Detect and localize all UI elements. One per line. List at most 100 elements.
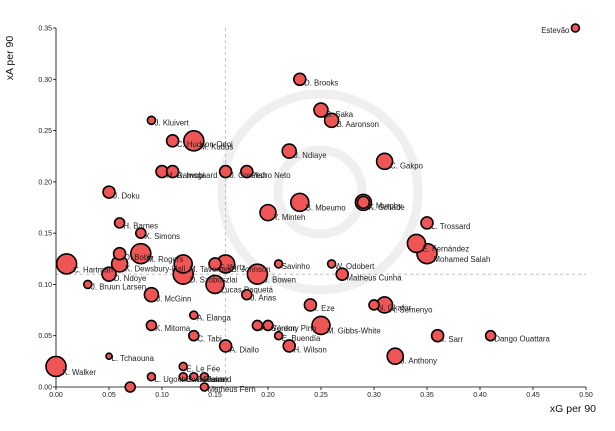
data-point bbox=[262, 319, 274, 332]
point-label: J. Ndiaye bbox=[294, 151, 327, 160]
data-point bbox=[146, 115, 157, 126]
data-point bbox=[368, 299, 380, 311]
point-label: I. Diarra bbox=[197, 375, 225, 384]
point-label: C. Gakpo bbox=[390, 162, 424, 171]
point-label: Pedro Neto bbox=[251, 171, 291, 180]
point-label: Dango Ouattara bbox=[494, 334, 550, 343]
point-label: J. Bowen bbox=[264, 276, 296, 285]
data-point bbox=[218, 164, 233, 179]
data-point bbox=[124, 381, 136, 393]
point-label: J. Grealish bbox=[230, 171, 267, 180]
point-label: J. Murphy bbox=[368, 202, 402, 211]
x-tick-label: 0.20 bbox=[261, 392, 275, 399]
data-point bbox=[101, 266, 117, 282]
data-point bbox=[55, 253, 78, 275]
data-point bbox=[282, 339, 297, 353]
data-point bbox=[420, 216, 434, 230]
point-label: A. Semenyo bbox=[390, 305, 433, 314]
data-point bbox=[188, 329, 200, 342]
data-point bbox=[199, 382, 210, 392]
data-point bbox=[281, 143, 298, 159]
point-label: H. Barnes bbox=[123, 222, 158, 231]
data-point bbox=[292, 72, 307, 87]
data-point bbox=[356, 195, 371, 210]
data-point bbox=[146, 371, 157, 382]
point-label: K. Dewsbury-Hall bbox=[125, 264, 185, 273]
point-label: A. Iwobi bbox=[177, 171, 205, 180]
point-label: Savinho bbox=[282, 262, 311, 271]
data-point bbox=[102, 185, 116, 199]
data-point bbox=[303, 298, 318, 312]
point-label: Mohamed Salah bbox=[434, 255, 491, 264]
point-label: Jaime bbox=[208, 375, 229, 384]
data-point bbox=[135, 227, 147, 239]
point-label: A. Diallo bbox=[230, 345, 260, 354]
x-tick-label: 0.15 bbox=[208, 392, 222, 399]
point-label: C. Tabi bbox=[198, 334, 222, 343]
x-tick-label: 0.25 bbox=[314, 392, 328, 399]
data-point bbox=[289, 192, 310, 213]
y-tick-label: 0.00 bbox=[38, 385, 52, 392]
data-point bbox=[273, 330, 284, 341]
point-label: E. Guessand bbox=[186, 375, 231, 384]
point-label: B. Johnson bbox=[232, 265, 271, 274]
data-point bbox=[570, 23, 581, 33]
x-tick-label: 0.45 bbox=[526, 392, 540, 399]
point-label: M. Damsgaard bbox=[166, 171, 217, 180]
data-point bbox=[335, 267, 350, 281]
data-point bbox=[430, 328, 445, 343]
data-point bbox=[178, 371, 188, 382]
point-label: B. Aaronson bbox=[336, 120, 378, 129]
point-label: L. Trossard bbox=[431, 222, 470, 231]
x-tick-label: 0.35 bbox=[420, 392, 434, 399]
x-axis-title: xG per 90 bbox=[550, 403, 596, 415]
data-point bbox=[208, 257, 222, 271]
point-label: I. Eze bbox=[315, 304, 335, 313]
point-label: B. Saka bbox=[326, 110, 354, 119]
point-label: C. Hartman bbox=[73, 265, 113, 274]
point-label: W. Odobert bbox=[335, 262, 375, 271]
data-point bbox=[112, 246, 127, 261]
point-label: K. Walker bbox=[63, 368, 97, 377]
data-point bbox=[311, 315, 331, 336]
point-label: J. Anthony bbox=[401, 357, 438, 366]
data-point bbox=[83, 279, 93, 290]
point-label: M. Rogers bbox=[147, 255, 183, 264]
data-point bbox=[326, 259, 337, 269]
data-point bbox=[145, 319, 158, 332]
point-label: J. Bruun Larsen bbox=[91, 283, 146, 292]
point-label: H. Wilson bbox=[294, 345, 327, 354]
data-point bbox=[386, 347, 405, 366]
y-tick-label: 0.05 bbox=[38, 333, 52, 340]
data-point bbox=[113, 217, 126, 229]
data-point bbox=[189, 310, 199, 321]
data-point bbox=[246, 263, 269, 285]
data-point bbox=[45, 355, 67, 378]
point-label: N. Okafor bbox=[378, 304, 412, 313]
point-label: X. Simons bbox=[145, 232, 181, 241]
data-point bbox=[241, 288, 253, 301]
data-point bbox=[259, 203, 277, 222]
point-label: J. Doku bbox=[113, 191, 139, 200]
point-label: O. Bobb bbox=[124, 253, 153, 262]
point-label: Estevão bbox=[541, 26, 570, 35]
y-tick-label: 0.20 bbox=[38, 179, 52, 186]
y-axis-title: xA per 90 bbox=[4, 36, 16, 81]
data-point bbox=[178, 361, 188, 372]
point-label: M. Gibbs-White bbox=[327, 326, 381, 335]
data-point bbox=[143, 286, 160, 303]
point-label: E. Le Fée bbox=[186, 365, 220, 374]
data-point bbox=[205, 274, 225, 295]
point-label: J. McGinn bbox=[156, 295, 191, 304]
data-point bbox=[375, 152, 394, 171]
point-label: C. Hudson-Odoi bbox=[177, 140, 233, 149]
data-point bbox=[189, 371, 199, 382]
y-tick-label: 0.10 bbox=[38, 282, 52, 289]
x-tick-label: 0.50 bbox=[579, 392, 593, 399]
point-label: B. Mbeumo bbox=[306, 203, 347, 212]
watermark-logo bbox=[217, 89, 423, 295]
reference-lines bbox=[56, 28, 586, 387]
y-tick-label: 0.30 bbox=[38, 77, 52, 84]
